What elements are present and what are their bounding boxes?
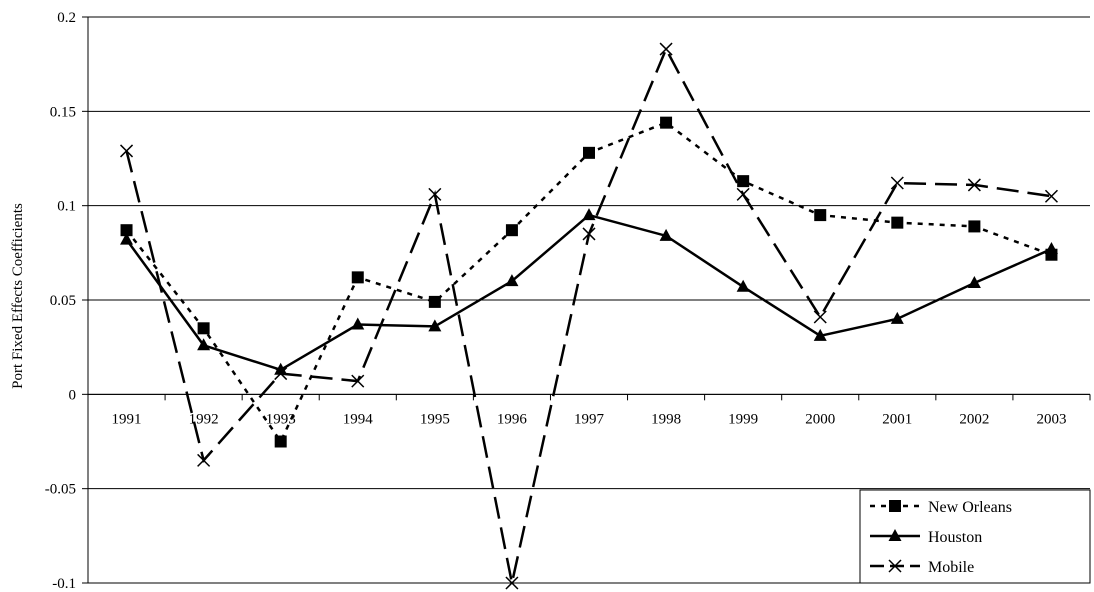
x-tick-label: 1997	[574, 411, 605, 427]
data-point-new-orleans	[428, 295, 441, 308]
data-point-mobile	[197, 453, 211, 467]
data-point-houston	[120, 232, 134, 245]
data-point-new-orleans	[351, 271, 364, 284]
data-point-mobile	[582, 227, 596, 241]
data-point-houston	[197, 338, 211, 351]
data-point-houston	[890, 311, 904, 324]
legend-marker	[889, 500, 901, 512]
x-tick-label: 2003	[1036, 411, 1066, 427]
legend-marker	[888, 529, 902, 541]
data-point-houston	[736, 279, 750, 292]
data-point-mobile	[736, 187, 750, 201]
data-point-mobile	[120, 144, 134, 158]
data-point-houston	[813, 328, 827, 341]
x-tick-label: 2001	[882, 411, 912, 427]
data-point-new-orleans	[814, 209, 827, 222]
data-point-new-orleans	[120, 224, 133, 237]
data-point-mobile	[428, 187, 442, 201]
x-tick-label: 2002	[959, 411, 989, 427]
data-point-houston	[351, 317, 365, 330]
x-tick-label: 1991	[112, 411, 142, 427]
y-tick-label: 0.1	[57, 199, 76, 215]
y-axis-title: Port Fixed Effects Coefficients	[10, 203, 26, 389]
series-mobile	[120, 42, 1058, 590]
y-tick-label: 0.15	[50, 104, 76, 120]
series-houston	[120, 208, 1058, 375]
data-point-houston	[582, 208, 596, 221]
legend-label: Houston	[928, 529, 982, 546]
data-point-mobile	[274, 367, 288, 381]
data-point-new-orleans	[583, 146, 595, 159]
x-tick-label: 1992	[189, 411, 219, 427]
x-tick-label: 1996	[497, 411, 528, 427]
data-point-mobile	[967, 178, 981, 192]
x-tick-label: 1994	[343, 411, 374, 427]
data-point-mobile	[351, 374, 365, 388]
data-point-houston	[428, 319, 442, 332]
x-tick-label: 1998	[651, 411, 681, 427]
data-point-houston	[967, 276, 981, 289]
data-point-mobile	[505, 576, 519, 590]
y-tick-label: -0.05	[45, 482, 76, 498]
x-tick-label: 1999	[728, 411, 758, 427]
data-point-houston	[1044, 242, 1058, 255]
data-point-new-orleans	[737, 175, 750, 188]
data-point-new-orleans	[274, 435, 287, 448]
data-point-new-orleans	[505, 224, 518, 237]
data-point-houston	[505, 274, 519, 287]
data-point-mobile	[659, 42, 673, 56]
legend-label: New Orleans	[928, 499, 1012, 516]
data-point-new-orleans	[660, 116, 673, 129]
y-tick-label: 0.2	[57, 10, 76, 26]
y-ticks: -0.1 -0.05 0 0.05 0.1 0.15 0.2	[45, 10, 88, 592]
legend: New Orleans Houston Mobile	[859, 489, 1091, 584]
data-point-houston	[274, 362, 288, 375]
data-point-new-orleans	[197, 322, 210, 335]
x-tick-label: 1995	[420, 411, 450, 427]
series-layer	[120, 42, 1058, 590]
y-tick-label: -0.1	[52, 576, 76, 592]
data-point-mobile	[890, 176, 904, 190]
y-tick-label: 0.05	[50, 293, 76, 309]
legend-item-mobile: Mobile	[870, 559, 974, 576]
data-point-mobile	[1044, 189, 1058, 203]
series-new-orleans	[120, 116, 1058, 448]
legend-label: Mobile	[928, 559, 974, 576]
x-tick-label: 1993	[266, 411, 296, 427]
data-point-new-orleans	[968, 220, 981, 233]
data-point-mobile	[813, 310, 827, 324]
y-tick-label: 0	[69, 387, 77, 403]
x-ticks: 1991 1992 1993 1994 1995 1996 1997 1998 1999 2000…	[87, 394, 1091, 427]
legend-marker	[888, 559, 902, 573]
legend-item-new-orleans: New Orleans	[870, 499, 1012, 516]
legend-item-houston: Houston	[870, 529, 982, 546]
x-tick-label: 2000	[805, 411, 835, 427]
series-line-new-orleans	[125, 121, 1052, 445]
data-point-houston	[659, 228, 673, 241]
data-point-new-orleans	[891, 216, 904, 229]
